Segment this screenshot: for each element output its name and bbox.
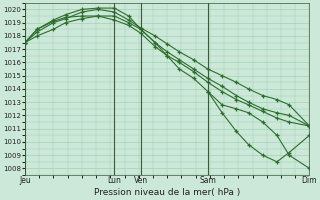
X-axis label: Pression niveau de la mer( hPa ): Pression niveau de la mer( hPa ) (94, 188, 240, 197)
